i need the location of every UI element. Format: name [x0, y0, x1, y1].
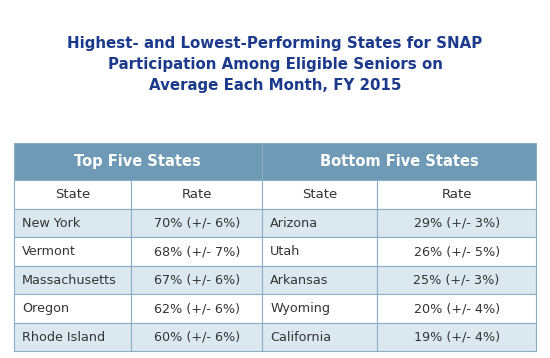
Text: Rhode Island: Rhode Island: [22, 330, 105, 344]
Bar: [262, 266, 377, 294]
Text: 70% (+/- 6%): 70% (+/- 6%): [153, 217, 240, 230]
Text: California: California: [270, 330, 331, 344]
Text: 62% (+/- 6%): 62% (+/- 6%): [153, 302, 240, 315]
Bar: [14, 294, 131, 323]
Text: 29% (+/- 3%): 29% (+/- 3%): [414, 217, 499, 230]
Bar: [262, 237, 377, 266]
Text: 68% (+/- 7%): 68% (+/- 7%): [153, 245, 240, 258]
Bar: [377, 294, 536, 323]
Bar: [14, 266, 131, 294]
Text: Wyoming: Wyoming: [270, 302, 330, 315]
Bar: [262, 323, 377, 351]
Bar: [131, 323, 262, 351]
Bar: [131, 294, 262, 323]
Text: Highest- and Lowest-Performing States for SNAP
Participation Among Eligible Seni: Highest- and Lowest-Performing States fo…: [67, 36, 483, 93]
Bar: [377, 209, 536, 237]
Text: Rate: Rate: [182, 188, 212, 201]
Bar: [262, 180, 377, 209]
Text: State: State: [55, 188, 90, 201]
Text: Arkansas: Arkansas: [270, 274, 329, 287]
Text: 20% (+/- 4%): 20% (+/- 4%): [414, 302, 499, 315]
Text: Top Five States: Top Five States: [74, 154, 201, 169]
Text: 26% (+/- 5%): 26% (+/- 5%): [414, 245, 499, 258]
Bar: [14, 209, 131, 237]
Text: Utah: Utah: [270, 245, 300, 258]
Text: Vermont: Vermont: [22, 245, 76, 258]
Bar: [377, 266, 536, 294]
Text: 67% (+/- 6%): 67% (+/- 6%): [153, 274, 240, 287]
Text: Rate: Rate: [441, 188, 472, 201]
Text: 25% (+/- 3%): 25% (+/- 3%): [414, 274, 500, 287]
Bar: [262, 143, 536, 180]
Bar: [131, 237, 262, 266]
Bar: [262, 209, 377, 237]
Text: 19% (+/- 4%): 19% (+/- 4%): [414, 330, 499, 344]
Bar: [131, 266, 262, 294]
Bar: [262, 294, 377, 323]
Bar: [131, 209, 262, 237]
Bar: [377, 323, 536, 351]
Bar: [14, 323, 131, 351]
Bar: [14, 143, 262, 180]
Bar: [377, 180, 536, 209]
Bar: [14, 180, 131, 209]
Text: 60% (+/- 6%): 60% (+/- 6%): [153, 330, 240, 344]
Text: Oregon: Oregon: [22, 302, 69, 315]
Text: State: State: [302, 188, 337, 201]
Bar: [14, 237, 131, 266]
Bar: [131, 180, 262, 209]
Text: Massachusetts: Massachusetts: [22, 274, 117, 287]
Text: New York: New York: [22, 217, 80, 230]
Text: Arizona: Arizona: [270, 217, 318, 230]
Text: Bottom Five States: Bottom Five States: [320, 154, 478, 169]
Bar: [377, 237, 536, 266]
